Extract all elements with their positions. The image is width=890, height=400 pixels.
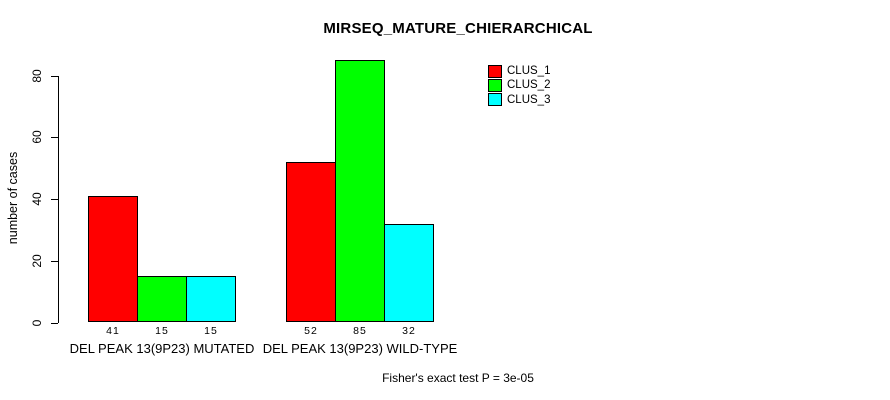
annotation-text: Fisher's exact test P = 3e-05 — [382, 371, 534, 385]
y-axis-tick-label: 40 — [30, 192, 44, 206]
y-axis-tick-label: 20 — [30, 254, 44, 268]
legend-label: CLUS_2 — [507, 79, 551, 92]
legend-item-clus_2: CLUS_2 — [488, 78, 550, 92]
legend: CLUS_1 CLUS_2 CLUS_3 — [488, 64, 550, 107]
y-axis-tick — [51, 260, 58, 262]
bar-value-label: 15 — [155, 325, 169, 337]
bar-value-label: 52 — [304, 325, 318, 337]
bar-clus_3 — [384, 223, 434, 323]
y-axis-tick-label: 80 — [30, 68, 44, 83]
bar-value-label: 85 — [353, 325, 367, 337]
y-axis-line — [58, 75, 59, 323]
y-axis-tick — [51, 199, 58, 201]
bar-clus_1 — [88, 195, 138, 323]
y-axis-tick — [51, 322, 58, 324]
bar-value-label: 15 — [204, 325, 218, 337]
bar-clus_3 — [186, 276, 236, 323]
legend-swatch-clus_3 — [488, 93, 502, 107]
legend-label: CLUS_3 — [507, 93, 551, 106]
legend-label: CLUS_1 — [507, 65, 551, 78]
legend-item-clus_1: CLUS_1 — [488, 64, 550, 78]
bar-clus_2 — [137, 276, 187, 323]
y-axis-tick — [51, 137, 58, 139]
bar-clus_1 — [286, 162, 336, 323]
bar-value-label: 32 — [402, 325, 416, 337]
category-label: DEL PEAK 13(9P23) WILD-TYPE — [262, 341, 458, 356]
legend-swatch-clus_2 — [488, 78, 502, 92]
category-label: DEL PEAK 13(9P23) MUTATED — [69, 341, 255, 356]
y-axis-tick-label: 60 — [30, 130, 44, 145]
legend-swatch-clus_1 — [488, 64, 502, 78]
bar-value-label: 41 — [106, 325, 120, 337]
y-axis-tick-label: 0 — [30, 319, 44, 326]
chart-title: MIRSEQ_MATURE_CHIERARCHICAL — [323, 20, 593, 37]
legend-item-clus_3: CLUS_3 — [488, 93, 550, 107]
y-axis-tick — [51, 75, 58, 77]
bar-clus_2 — [335, 60, 385, 323]
